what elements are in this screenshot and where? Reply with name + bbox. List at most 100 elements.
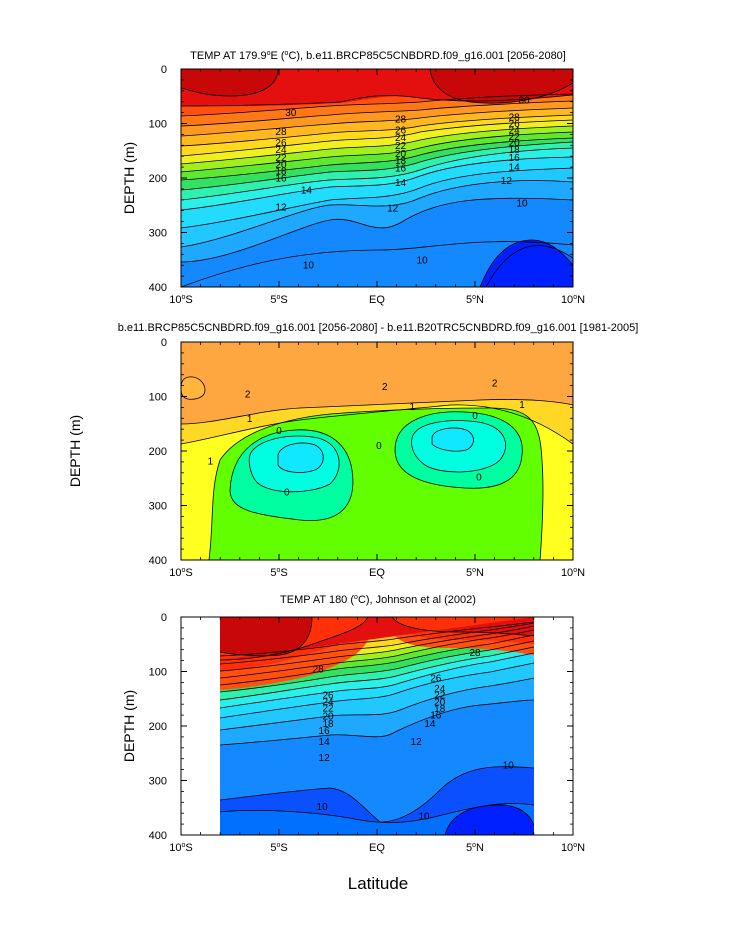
contour-label: 16	[319, 726, 331, 737]
y-tick-label: 400	[149, 282, 167, 294]
contour-label: 18	[434, 704, 446, 715]
panel-2-contour-lines	[181, 399, 573, 560]
panel-2-title: b.e11.BRCP85C5CNBDRD.f09_g16.001 [2056-2…	[118, 322, 639, 334]
panel-3-axes: 10oS 5oS EQ 5oN 10oN 0 100 200 300 400	[149, 612, 585, 854]
contour-label: 18	[509, 145, 521, 156]
y-tick-label: 400	[149, 555, 167, 567]
y-tick-label: 300	[149, 776, 167, 788]
contour-label: 24	[322, 697, 334, 708]
x-tick-label: 10oN	[561, 842, 585, 854]
contour-label: 26	[509, 119, 521, 130]
contour-label: 10	[418, 811, 430, 822]
contour-label: 28	[469, 648, 481, 659]
panel-3-contour-labels: 2828262624242222202018181616141412121010…	[313, 648, 515, 823]
panel-1-title: TEMP AT 179.9oE (oC), b.e11.BRCP85C5CNBD…	[190, 50, 566, 62]
y-tick-label: 100	[149, 119, 167, 131]
contour-label: 22	[395, 141, 407, 152]
contour-label: 16	[430, 711, 442, 722]
contour-label: 16	[275, 174, 287, 185]
contour-label: 24	[509, 126, 521, 137]
contour-label: 1	[208, 456, 214, 467]
contour-label: 10	[417, 255, 429, 266]
y-tick-label: 0	[161, 337, 167, 349]
panel-2-contour-labels: 2 2 2 1 1 1 1 0 0 0 0 0	[208, 378, 526, 498]
panel-2-filled-contours: 2 2 2 1 1 1 1 0 0 0 0 0	[181, 342, 573, 560]
panel-2: b.e11.BRCP85C5CNBDRD.f09_g16.001 [2056-2…	[67, 322, 638, 579]
contour-label: 20	[395, 149, 407, 160]
contour-label: 0	[472, 411, 478, 422]
contour-label: 14	[319, 737, 331, 748]
y-tick-label: 100	[149, 667, 167, 679]
x-tick-label: 5oS	[270, 294, 287, 306]
x-tick-label: EQ	[369, 294, 385, 306]
y-tick-label: 100	[149, 392, 167, 404]
y-tick-label: 300	[149, 228, 167, 240]
contour-label: 12	[501, 176, 513, 187]
contour-label: 1	[409, 402, 415, 413]
contour-label: 22	[322, 704, 334, 715]
panel-2-ylabel: DEPTH (m)	[67, 415, 83, 487]
contour-label: 22	[509, 132, 521, 143]
x-tick-label: 10oS	[169, 294, 193, 306]
x-tick-label: EQ	[369, 842, 385, 854]
contour-label: 24	[434, 684, 446, 695]
contour-label: 26	[395, 126, 407, 137]
contour-label: 14	[395, 178, 407, 189]
contour-label: 12	[275, 202, 287, 213]
contour-label: 20	[509, 138, 521, 149]
contour-label: 2	[245, 389, 251, 400]
contour-label: 12	[319, 753, 331, 764]
contour-label: 28	[509, 112, 521, 123]
contour-label: 1	[247, 414, 253, 425]
contour-label: 20	[434, 698, 446, 709]
x-tick-label: 10oS	[169, 567, 193, 579]
contour-label: 26	[430, 674, 442, 685]
x-tick-label: 5oS	[270, 567, 287, 579]
y-tick-label: 400	[149, 830, 167, 842]
panel-1-axes: 10oS 5oS EQ 5oN 10oN 0 100 200 300 400	[149, 64, 585, 306]
panel-3-ylabel: DEPTH (m)	[121, 690, 137, 762]
contour-label: 30	[285, 108, 297, 119]
contour-label: 30	[518, 96, 530, 107]
contour-label: 0	[476, 473, 482, 484]
contour-label: 0	[284, 487, 290, 498]
contour-label: 10	[503, 761, 515, 772]
x-tick-label: 10oN	[561, 294, 585, 306]
x-tick-label: 10oS	[169, 842, 193, 854]
x-tick-label: 5oS	[270, 842, 287, 854]
contour-label: 24	[395, 133, 407, 144]
y-tick-label: 0	[161, 64, 167, 76]
contour-label: 2	[492, 378, 498, 389]
contour-label: 20	[275, 160, 287, 171]
contour-label: 10	[317, 802, 329, 813]
contour-label: 0	[376, 441, 382, 452]
x-tick-label: 5oN	[466, 294, 484, 306]
contour-label: 16	[509, 153, 521, 164]
panel-3-title: TEMP AT 180 (oC), Johnson et al (2002)	[280, 594, 476, 606]
contour-label: 10	[303, 261, 315, 272]
contour-label: 10	[516, 199, 528, 210]
contour-label: 18	[322, 719, 334, 730]
contour-label: 14	[301, 185, 313, 196]
contour-label: 14	[509, 163, 521, 174]
x-tick-label: 5oN	[466, 842, 484, 854]
contour-label: 26	[322, 690, 334, 701]
contour-label: 18	[275, 166, 287, 177]
contour-label: 20	[322, 712, 334, 723]
panel-1-ylabel: DEPTH (m)	[121, 142, 137, 214]
contour-label: 26	[275, 138, 287, 149]
contour-label: 0	[276, 426, 282, 437]
panel-3-filled-contours: 2828262624242222202018181616141412121010…	[220, 617, 534, 835]
y-tick-label: 0	[161, 612, 167, 624]
contour-label: 22	[434, 690, 446, 701]
y-tick-label: 300	[149, 501, 167, 513]
contour-label: 22	[275, 153, 287, 164]
y-tick-label: 200	[149, 721, 167, 733]
x-tick-label: EQ	[369, 567, 385, 579]
contour-label: 18	[395, 156, 407, 167]
x-tick-label: 10oN	[561, 567, 585, 579]
